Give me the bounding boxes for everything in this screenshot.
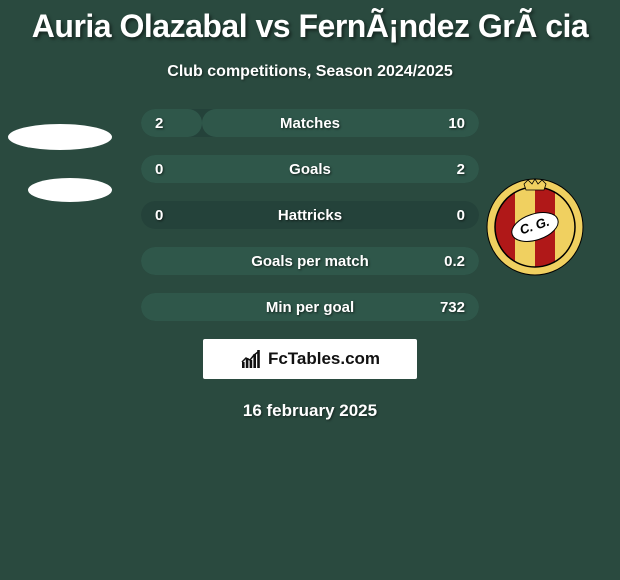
stat-value-right: 0.2	[429, 253, 479, 270]
stat-label: Goals	[191, 161, 429, 178]
footer-logo-text: FcTables.com	[268, 349, 380, 369]
stat-value-right: 0	[429, 207, 479, 224]
stat-row: Min per goal732	[141, 293, 479, 321]
club-badge: C. G.	[486, 178, 584, 276]
footer-logo: FcTables.com	[203, 339, 417, 379]
stat-value-left: 2	[141, 115, 191, 132]
stat-label: Goals per match	[191, 253, 429, 270]
stat-value-right: 732	[429, 299, 479, 316]
stat-label: Matches	[191, 115, 429, 132]
stat-value-left: 0	[141, 161, 191, 178]
infographic-container: Auria Olazabal vs FernÃ¡ndez GrÃ cia Clu…	[0, 0, 620, 580]
chart-icon	[240, 350, 262, 368]
footer-date: 16 february 2025	[0, 401, 620, 421]
stat-value-right: 10	[429, 115, 479, 132]
stat-label: Hattricks	[191, 207, 429, 224]
stat-row: 2Matches10	[141, 109, 479, 137]
stat-row: 0Hattricks0	[141, 201, 479, 229]
subtitle: Club competitions, Season 2024/2025	[0, 63, 620, 81]
stat-row: 0Goals2	[141, 155, 479, 183]
stat-value-right: 2	[429, 161, 479, 178]
player-ellipse	[28, 178, 112, 202]
stat-row: Goals per match0.2	[141, 247, 479, 275]
stat-value-left: 0	[141, 207, 191, 224]
player-ellipse	[8, 124, 112, 150]
stat-label: Min per goal	[191, 299, 429, 316]
page-title: Auria Olazabal vs FernÃ¡ndez GrÃ cia	[0, 0, 620, 45]
